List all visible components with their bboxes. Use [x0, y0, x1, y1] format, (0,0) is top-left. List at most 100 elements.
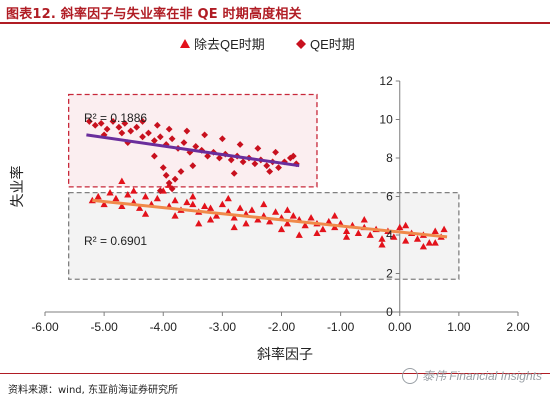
qe-point — [168, 135, 176, 143]
non-qe-point — [307, 214, 315, 221]
non-qe-point — [254, 216, 262, 223]
y-tick-label: 0 — [386, 305, 393, 319]
source-note: 资料来源：wind, 东亚前海证券研究所 — [8, 385, 178, 396]
scatter-chart: -6.00 -5.00 -4.00 -3.00 -2.00 -1.00 0.00 1.00 2.… — [9, 37, 530, 362]
non-qe-point — [431, 239, 439, 246]
qe-point — [124, 139, 132, 146]
qe-point — [263, 162, 271, 170]
qe-point — [91, 121, 99, 129]
qe-point — [216, 154, 223, 162]
non-qe-point — [136, 204, 144, 211]
qe-point — [230, 170, 238, 177]
footer-rule — [0, 373, 550, 374]
non-qe-point — [212, 212, 221, 219]
qe-point — [275, 164, 282, 172]
qe-point — [150, 137, 158, 145]
non-qe-point — [266, 217, 274, 225]
qe-point — [201, 131, 209, 139]
qe-point — [162, 171, 170, 179]
qe-point — [183, 127, 191, 135]
y-tick-label: 12 — [379, 74, 393, 88]
wechat-icon — [401, 367, 418, 384]
non-qe-point — [295, 231, 303, 238]
non-qe-r2-label: R² = 0.6901 — [84, 234, 147, 248]
non-qe-point — [360, 216, 368, 223]
non-qe-point — [425, 239, 433, 246]
qe-point — [254, 144, 262, 152]
trend-lines — [86, 133, 448, 239]
qe-point — [159, 164, 167, 172]
qe-point — [115, 123, 123, 131]
qe-point — [239, 158, 247, 166]
y-tick-label: 6 — [386, 190, 393, 204]
y-tick-label: 4 — [386, 228, 393, 242]
qe-point — [156, 187, 164, 195]
non-qe-point — [230, 223, 238, 231]
qe-point — [162, 141, 170, 148]
non-qe-point — [94, 192, 102, 200]
qe-point — [165, 125, 173, 133]
non-qe-point — [402, 237, 410, 244]
non-qe-point — [283, 206, 292, 213]
qe-point — [156, 133, 164, 141]
non-qe-point — [260, 200, 268, 208]
non-qe-point — [331, 223, 339, 231]
qe-point — [109, 118, 117, 125]
non-qe-point — [402, 221, 410, 229]
non-qe-point — [141, 210, 150, 217]
qe-point — [153, 121, 161, 129]
x-tick-label: -4.00 — [150, 320, 178, 334]
non-qe-point — [218, 200, 226, 208]
non-qe-point — [413, 235, 422, 242]
non-qe-point — [230, 214, 238, 221]
non-qe-point — [271, 208, 280, 215]
y-tick-label: 8 — [386, 151, 393, 165]
watermark: 泰伟 Financial Insights — [401, 367, 542, 384]
non-qe-point — [242, 219, 250, 227]
qe-point — [139, 133, 146, 141]
non-qe-point — [342, 227, 351, 235]
axes — [44, 80, 519, 316]
non-qe-point — [183, 198, 191, 206]
qe-box — [68, 93, 318, 188]
non-qe-point — [118, 202, 126, 210]
qe-point — [139, 118, 146, 125]
non-qe-point — [124, 190, 132, 198]
qe-point — [103, 125, 111, 133]
non-qe-point — [390, 233, 398, 240]
x-tick-label: 0.00 — [388, 320, 412, 334]
chart-text: -6.00 -5.00 -4.00 -3.00 -2.00 -1.00 0.00 1.00 2.… — [9, 37, 530, 362]
qe-trendline — [86, 133, 300, 168]
qe-point — [127, 127, 135, 135]
non-qe-point — [206, 204, 215, 211]
non-qe-point — [171, 212, 179, 219]
qe-point — [168, 185, 176, 193]
qe-point — [121, 119, 129, 127]
qe-r2-label: R² = 0.1886 — [84, 111, 147, 125]
non-qe-point — [118, 177, 126, 184]
qe-point — [165, 179, 173, 187]
non-qe-point — [236, 204, 244, 211]
qe-point — [85, 118, 93, 125]
non-qe-point — [289, 212, 297, 219]
non-qe-point — [189, 192, 197, 200]
non-qe-point — [195, 219, 203, 227]
non-qe-point — [171, 196, 179, 204]
non-qe-point — [325, 217, 333, 225]
y-axis-title: 失业率 — [9, 166, 25, 208]
title-rule — [0, 22, 550, 24]
non-qe-point — [248, 206, 256, 213]
legend-triangle-icon — [180, 39, 190, 48]
x-tick-label: -2.00 — [268, 320, 296, 334]
qe-point — [133, 123, 141, 131]
non-qe-point — [342, 233, 351, 240]
non-qe-point — [153, 194, 161, 202]
x-tick-label: -5.00 — [90, 320, 118, 334]
qe-point — [289, 152, 297, 160]
x-tick-label: -6.00 — [31, 320, 59, 334]
non-qe-trendline — [92, 198, 448, 239]
non-qe-point — [378, 235, 386, 242]
y-tick-label: 10 — [379, 113, 393, 127]
qe-point — [177, 168, 185, 175]
non-qe-point — [396, 223, 404, 231]
